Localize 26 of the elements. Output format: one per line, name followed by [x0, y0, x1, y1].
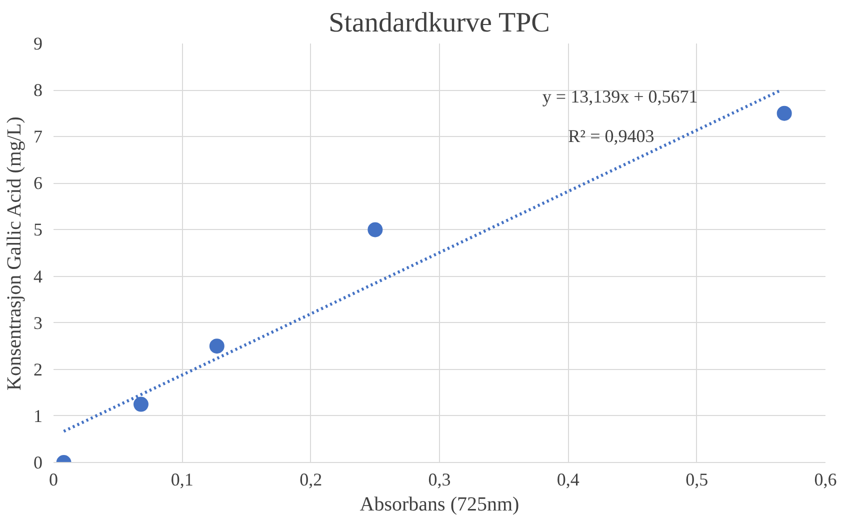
y-tick-label: 7 — [34, 126, 42, 147]
y-tick-label: 1 — [34, 406, 42, 426]
x-tick-label: 0,6 — [814, 470, 837, 490]
point — [209, 338, 224, 354]
y-tick-label: 4 — [34, 266, 42, 286]
x-tick-label: 0,5 — [686, 470, 708, 490]
x-tick-label: 0,3 — [428, 470, 451, 490]
x-axis-title: Absorbans (725nm) — [360, 494, 520, 516]
annotation: y = 13,139x + 0,5671 — [542, 86, 698, 106]
y-tick-label: 8 — [34, 80, 42, 100]
y-tick-label: 6 — [34, 173, 42, 194]
x-tick-label: 0 — [49, 470, 58, 490]
y-tick-label: 5 — [34, 220, 42, 240]
y-tick-label: 0 — [34, 452, 42, 472]
annotation: R² = 0,9403 — [568, 126, 654, 146]
point — [133, 396, 148, 412]
y-tick-label: 2 — [34, 359, 42, 380]
point — [368, 222, 383, 238]
chart-title: Standardkurve TPC — [328, 8, 550, 38]
y-tick-label: 3 — [34, 312, 42, 333]
y-axis-title: Konsentrasjon Gallic Acid (mg/L) — [4, 116, 26, 390]
y-tick-label: 9 — [34, 34, 42, 54]
x-tick-label: 0,4 — [556, 470, 580, 490]
x-tick-label: 0,1 — [170, 470, 194, 490]
point — [776, 106, 792, 121]
x-tick-label: 0,2 — [300, 470, 322, 490]
